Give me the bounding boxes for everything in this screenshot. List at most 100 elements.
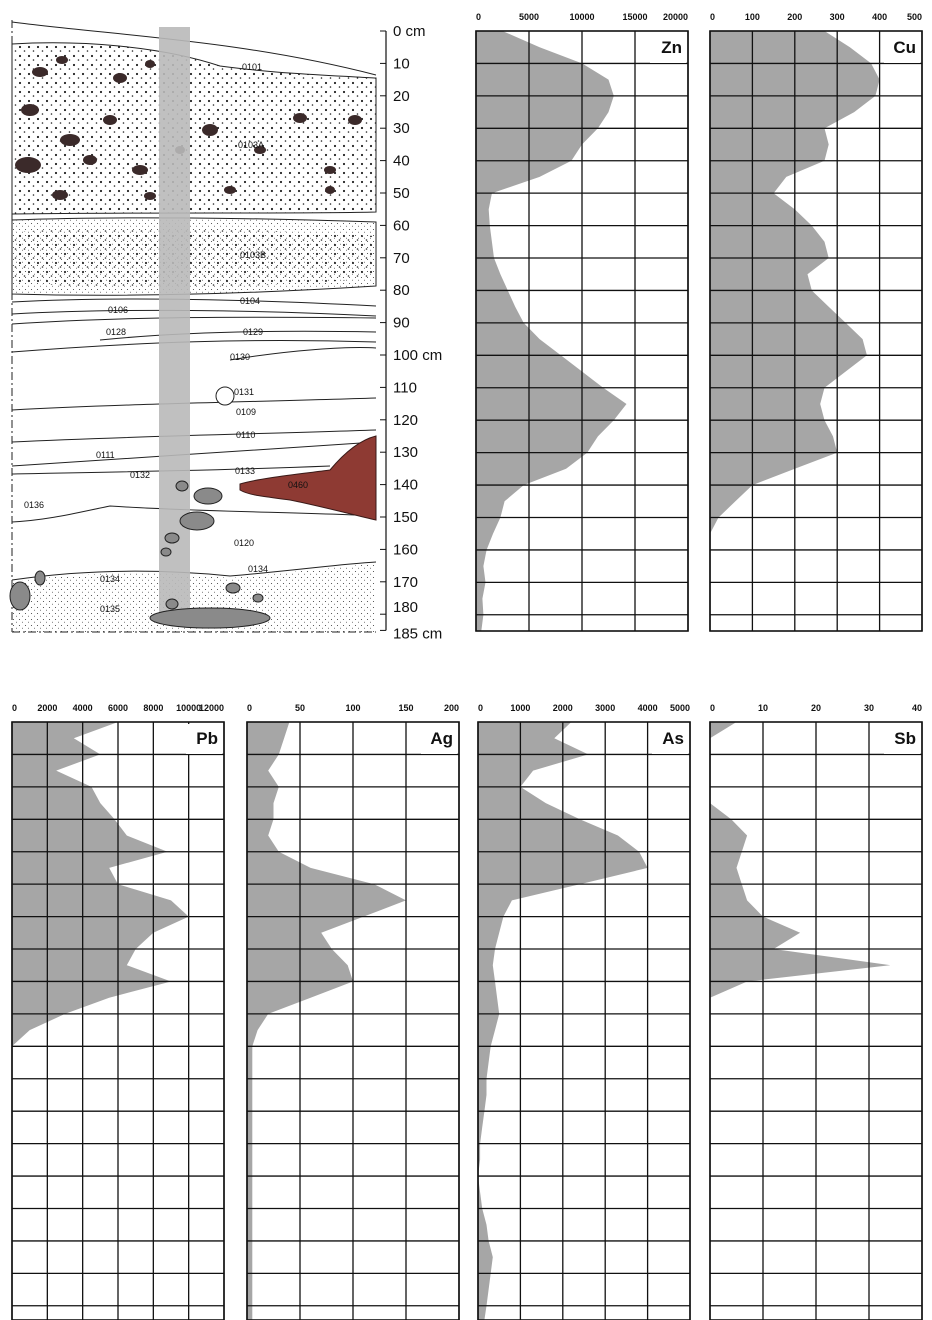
x-tick-label: 2000 (37, 703, 57, 713)
depth-tick-label: 180 (393, 599, 418, 616)
layer-label: 0128 (106, 327, 126, 337)
layer-boundaries (11, 298, 377, 581)
depth-tick-label: 60 (393, 217, 410, 234)
feature-0460 (239, 435, 377, 521)
depth-tick-label: 170 (393, 574, 418, 591)
x-tick-label: 0 (478, 703, 483, 713)
element-label: Ag (430, 729, 453, 748)
layer-label: 0135 (100, 604, 120, 614)
x-tick-label: 100 (345, 703, 360, 713)
layer-label: 0460 (288, 480, 308, 490)
x-tick-label: 200 (444, 703, 459, 713)
x-tick-label: 20000 (663, 12, 688, 22)
area-pb (12, 722, 189, 1320)
x-tick-label: 10000 (176, 703, 201, 713)
layer-label: 0106 (108, 305, 128, 315)
panel-frame (475, 30, 689, 632)
element-label-bg (884, 724, 920, 754)
x-tick-label: 10 (758, 703, 768, 713)
x-tick-label: 15000 (622, 12, 647, 22)
layer-label: 0104 (240, 296, 260, 306)
x-tick-label: 5000 (519, 12, 539, 22)
x-tick-label: 5000 (670, 703, 690, 713)
x-tick-label: 0 (710, 12, 715, 22)
x-tick-label: 300 (830, 12, 845, 22)
element-label: Sb (894, 729, 916, 748)
layer-label: 0132 (130, 470, 150, 480)
panel-frame (477, 721, 691, 1320)
layer-label: 0120 (234, 538, 254, 548)
x-tick-label: 0 (12, 703, 17, 713)
depth-tick-label: 110 (393, 379, 417, 396)
panel-as: 0 1000 2000 3000 4000 5000 As (477, 703, 691, 1320)
x-tick-label: 30 (864, 703, 874, 713)
element-label: Zn (661, 38, 682, 57)
x-tick-label: 200 (787, 12, 802, 22)
layer-label: 0133 (235, 466, 255, 476)
x-tick-label: 6000 (108, 703, 128, 713)
x-tick-label: 4000 (638, 703, 658, 713)
layer-label: 0111 (96, 450, 115, 460)
x-tick-label: 1000 (510, 703, 530, 713)
depth-tick-label: 0 cm (393, 23, 426, 40)
layer-0103A-fill (11, 42, 377, 215)
x-tick-label: 4000 (73, 703, 93, 713)
depth-tick-label: 160 (393, 541, 418, 558)
element-label: As (662, 729, 684, 748)
depth-axis: 0 cm 10 20 30 40 50 60 70 80 90 100 cm 110 120 130 140… (380, 23, 442, 642)
layer-label: 0101 (242, 62, 262, 72)
depth-tick-label: 140 (393, 477, 418, 494)
x-tick-label: 20 (811, 703, 821, 713)
area-ag (247, 722, 406, 1320)
x-tick-label: 10000 (569, 12, 594, 22)
depth-tick-label: 50 (393, 185, 410, 202)
x-tick-label: 500 (907, 12, 922, 22)
area-sb (710, 722, 891, 1320)
x-tick-label: 0 (247, 703, 252, 713)
layer-label: 0110 (236, 430, 255, 440)
layer-label: 0103B (240, 250, 266, 260)
stratigraphic-section: 0101 0103A 0103B 0104 0106 0128 0129 0130 0131 01… (9, 20, 377, 633)
depth-tick-label: 150 (393, 509, 418, 526)
element-label-bg (650, 33, 686, 63)
element-label-bg (884, 33, 920, 63)
layer-label: 0134 (100, 574, 120, 584)
x-tick-label: 40 (912, 703, 922, 713)
x-tick-label: 400 (872, 12, 887, 22)
panel-frame (11, 721, 225, 1320)
layer-0135-fill (12, 564, 376, 632)
x-tick-label: 2000 (553, 703, 573, 713)
panel-frame (709, 30, 923, 632)
depth-tick-label: 20 (393, 88, 410, 105)
x-tick-label: 0 (476, 12, 481, 22)
panel-sb: 0 10 20 30 40 Sb (709, 703, 923, 1320)
x-tick-label: 12000 (199, 703, 224, 713)
x-tick-label: 150 (398, 703, 413, 713)
depth-tick-label: 120 (393, 412, 418, 429)
depth-tick-label: 90 (393, 315, 410, 332)
layer-label: 0109 (236, 407, 256, 417)
panel-frame (246, 721, 460, 1320)
element-label: Cu (893, 38, 916, 57)
element-label-bg (421, 724, 457, 754)
layer-label: 0136 (24, 500, 44, 510)
depth-tick-label: 80 (393, 282, 410, 299)
panel-cu: 0 100 200 300 400 500 Cu (709, 12, 923, 632)
layer-label: 0129 (243, 327, 263, 337)
panel-ag: 0 50 100 150 200 Ag (246, 703, 460, 1320)
x-tick-label: 0 (710, 703, 715, 713)
depth-tick-label: 10 (393, 55, 410, 72)
layer-label: 0131 (234, 387, 254, 397)
depth-tick-label: 30 (393, 120, 410, 137)
depth-tick-label: 130 (393, 444, 418, 461)
x-tick-label: 3000 (595, 703, 615, 713)
layer-0131-pit (215, 386, 235, 406)
x-tick-label: 50 (295, 703, 305, 713)
layer-labels: 0101 0103A 0103B 0104 0106 0128 0129 0130 0131 01… (24, 62, 308, 614)
element-label-bg (186, 724, 222, 754)
x-tick-label: 100 (745, 12, 760, 22)
